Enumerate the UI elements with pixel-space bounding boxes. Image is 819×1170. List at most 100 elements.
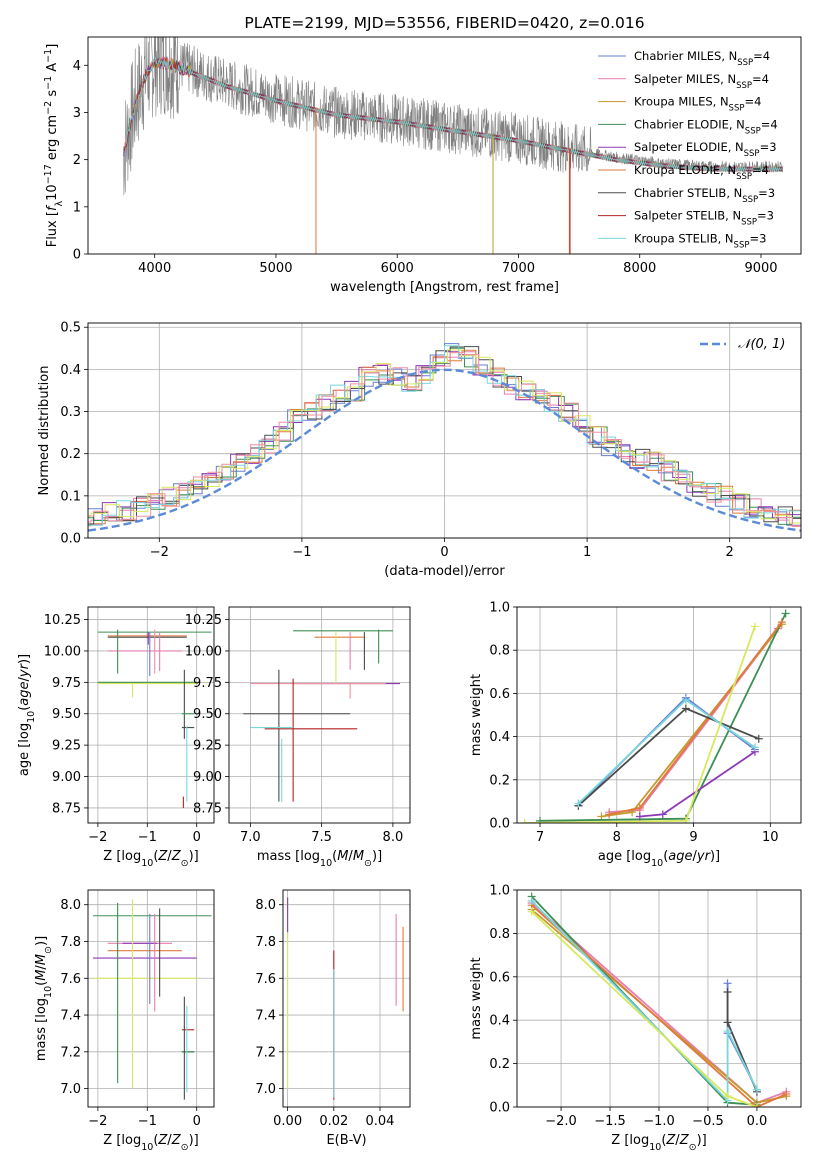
- y-tick-label: 7.4: [60, 1009, 81, 1024]
- y-tick-label: 4: [73, 59, 81, 74]
- y-axis-label: Flux [fλ10−17 erg cm−2 s−1 A−1]: [43, 44, 65, 248]
- x-axis-label: Z [log10(Z/Z⊙)]: [103, 849, 198, 869]
- legend-entry: Salpeter ELODIE, NSSP=3: [634, 140, 777, 159]
- x-axis-label: age [log10(age/yr)]: [598, 849, 720, 869]
- weight-point-marker: [574, 799, 583, 808]
- weight-point-marker: [527, 896, 536, 905]
- y-tick-label: 7.8: [60, 935, 81, 950]
- errorbar-group: [287, 897, 404, 1100]
- x-tick-label: 7.0: [240, 830, 261, 845]
- x-tick-label: 8000: [623, 261, 656, 276]
- y-tick-label: 0.2: [489, 773, 510, 788]
- x-tick-label: −1: [138, 830, 157, 845]
- y-tick-label: 10.00: [44, 644, 81, 659]
- weight-vs-age-panel: 7 8 9 10 0.0 0.2 0.4 0.6 0.8 1.0 age [log10(age/yr…: [469, 601, 802, 869]
- y-tick-label: 0.5: [60, 321, 81, 336]
- weight-point-marker: [723, 1027, 732, 1036]
- x-tick-label: 4000: [138, 261, 171, 276]
- y-tick-label: 0.2: [489, 1057, 510, 1072]
- weight-series-line: [531, 904, 787, 1107]
- x-tick-label: 7.5: [311, 830, 332, 845]
- residual-histogram: [88, 352, 801, 527]
- residuals-panel: −2 −1 0 1 2 0.0 0.1 0.2 0.3 0.4 0.5 (data-model)/er…: [37, 321, 802, 579]
- x-tick-label: −1.0: [643, 1114, 675, 1129]
- x-axis-label: Z [log10(Z/Z⊙)]: [611, 1133, 706, 1153]
- errorbar-group: [97, 629, 212, 808]
- y-tick-label: 7.4: [255, 1009, 276, 1024]
- y-tick-label: 0.8: [489, 927, 510, 942]
- histogram-group: [88, 343, 801, 532]
- axes-frame: [516, 889, 802, 1108]
- x-tick-label: 0: [193, 830, 201, 845]
- x-tick-label: −1: [292, 545, 311, 560]
- x-tick-label: 1: [583, 545, 591, 560]
- x-axis-label: (data-model)/error: [384, 564, 505, 579]
- legend-entry: 𝒩(0, 1): [738, 337, 785, 352]
- weight-point-marker: [750, 622, 759, 631]
- weight-point-marker: [752, 1085, 761, 1094]
- x-tick-label: −2: [150, 545, 169, 560]
- weight-point-marker: [681, 695, 690, 704]
- y-tick-label: 9.50: [193, 707, 222, 722]
- weight-point-marker: [605, 810, 614, 819]
- observed-spectrum: [122, 37, 783, 196]
- weight-point-marker: [777, 618, 786, 627]
- axes-frame: [228, 606, 411, 824]
- y-tick-label: 0.4: [60, 363, 81, 378]
- y-tick-label: 7.6: [60, 972, 81, 987]
- legend-entry: Salpeter STELIB, NSSP=3: [634, 209, 774, 228]
- legend-entry: Salpeter MILES, NSSP=4: [634, 72, 769, 91]
- x-tick-label: 7: [536, 830, 544, 845]
- y-tick-label: 0.1: [60, 489, 81, 504]
- weight-point-marker: [723, 1018, 732, 1027]
- y-tick-label: 1.0: [489, 601, 510, 616]
- x-tick-label: 8: [613, 830, 621, 845]
- model-spectrum: [124, 57, 783, 173]
- y-tick-label: 0.4: [489, 1014, 510, 1029]
- x-tick-label: 0.04: [366, 1114, 395, 1129]
- x-tick-label: 2: [726, 545, 734, 560]
- legend-entry: Chabrier MILES, NSSP=4: [634, 49, 770, 68]
- errorbar-group: [92, 899, 212, 1100]
- age-vs-mass-panel: 7.0 7.5 8.0 8.75 9.00 9.25 9.50 9.75 10.00 10.25 m…: [185, 606, 411, 869]
- x-tick-label: 10: [762, 830, 779, 845]
- weight-point-marker: [750, 743, 759, 752]
- x-axis-label: mass [log10(M/M⊙)]: [257, 849, 382, 869]
- weight-point-marker: [782, 1089, 791, 1098]
- x-tick-label: −1: [138, 1114, 157, 1129]
- spectrum-traces: [122, 37, 783, 254]
- legend-entry: Kroupa ELODIE, NSSP=4: [634, 163, 769, 182]
- y-tick-label: 1: [73, 200, 81, 215]
- x-tick-label: −2.0: [545, 1114, 577, 1129]
- x-tick-label: 0: [193, 1114, 201, 1129]
- weight-point-marker: [658, 810, 667, 819]
- series-group: [520, 609, 790, 823]
- y-tick-label: 9.00: [52, 770, 81, 785]
- x-axis-label: E(B-V): [326, 1133, 366, 1148]
- y-tick-label: 8.75: [52, 801, 81, 816]
- axes-frame: [516, 606, 802, 824]
- y-tick-label: 1.0: [489, 884, 510, 899]
- y-tick-label: 8.0: [60, 898, 81, 913]
- y-tick-label: 0.6: [489, 970, 510, 985]
- y-tick-label: 9.75: [52, 676, 81, 691]
- weight-point-marker: [527, 907, 536, 916]
- y-tick-label: 8.0: [255, 898, 276, 913]
- x-tick-label: −0.5: [692, 1114, 724, 1129]
- weight-point-marker: [681, 816, 690, 823]
- legend-entry: Chabrier STELIB, NSSP=3: [634, 186, 775, 205]
- x-tick-label: 5000: [259, 261, 292, 276]
- axes-frame: [87, 889, 215, 1108]
- series-group: [527, 892, 791, 1107]
- weight-point-marker: [781, 609, 790, 618]
- figure-title: PLATE=2199, MJD=53556, FIBERID=0420, z=0…: [244, 14, 644, 32]
- axes-frame: [87, 606, 215, 824]
- mass-vs-reddening-panel: 0.00 0.02 0.04 7.0 7.2 7.4 7.6 7.8 8.0 E(B-V): [255, 889, 411, 1148]
- y-axis-label: Normed distribution: [37, 366, 52, 496]
- y-tick-label: 9.50: [52, 707, 81, 722]
- y-tick-label: 2: [73, 153, 81, 168]
- weight-point-marker: [681, 704, 690, 713]
- y-tick-label: 10.00: [185, 644, 222, 659]
- y-tick-label: 9.25: [193, 739, 222, 754]
